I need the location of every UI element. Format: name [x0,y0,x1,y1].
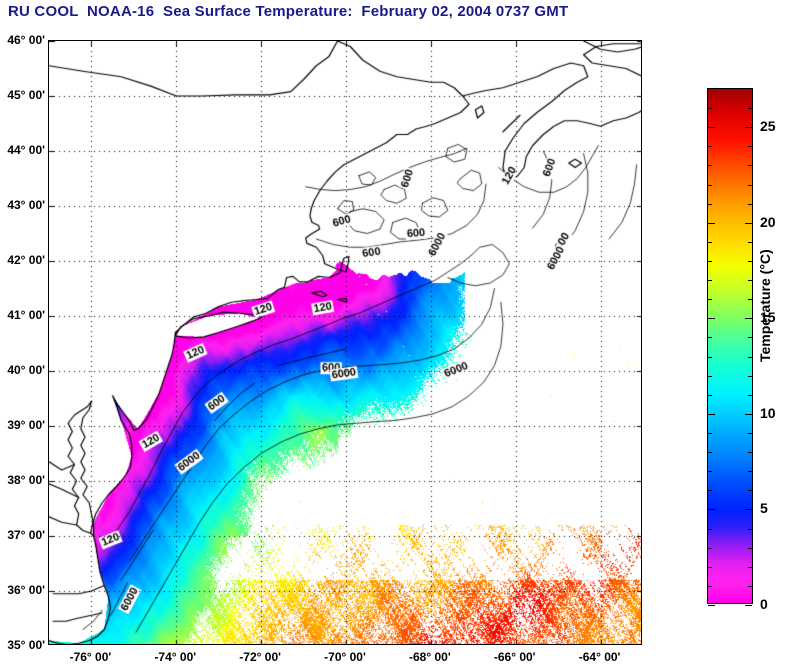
colorbar-minor-tick [748,280,752,282]
sst-map-plot[interactable] [48,40,642,645]
colorbar-minor-tick [708,203,712,205]
colorbar-minor-tick [748,566,752,568]
latitude-tick-label: 40° 00' [7,363,45,377]
colorbar-minor-tick [748,433,752,434]
colorbar-tick-label: 20 [760,213,776,230]
colorbar-tick [745,605,752,606]
longitude-tick-label: -72° 00' [239,650,281,664]
colorbar-minor-tick [748,547,752,549]
latitude-tick-label: 43° 00' [7,198,45,212]
colorbar-tick [708,605,715,606]
colorbar-minor-tick [748,452,752,454]
colorbar-minor-tick [708,184,712,186]
colorbar-minor-tick [708,490,712,492]
colorbar-tick [708,413,715,415]
latitude-tick-label: 46° 00' [7,33,45,47]
colorbar-tick [708,318,715,320]
colorbar-tick [708,222,715,224]
colorbar-minor-tick [708,566,712,568]
colorbar-minor-tick [708,241,712,243]
latitude-tick-label: 36° 00' [7,583,45,597]
colorbar-tick-label: 0 [760,596,768,612]
colorbar-minor-tick [708,165,712,167]
colorbar-minor-tick [708,528,712,530]
colorbar-tick [745,318,752,320]
latitude-tick-label: 45° 00' [7,88,45,102]
latitude-tick-label: 44° 00' [7,143,45,157]
colorbar-tick-label: 15 [760,309,776,326]
colorbar-minor-tick [708,375,712,377]
colorbar-minor-tick [708,261,712,262]
longitude-tick-label: -70° 00' [324,650,366,664]
graticule-grid-layer [49,41,641,644]
latitude-tick-label: 35° 00' [7,638,45,652]
colorbar-minor-tick [708,356,712,358]
colorbar-minor-tick [708,452,712,454]
colorbar-minor-tick [708,433,712,434]
colorbar-tick [745,509,752,511]
longitude-tick-label: -66° 00' [493,650,536,664]
colorbar-minor-tick [748,471,752,473]
colorbar-minor-tick [748,108,752,110]
colorbar-minor-tick [708,146,712,148]
longitude-tick-label: -76° 00' [69,650,112,664]
colorbar-minor-tick [748,299,752,301]
colorbar-minor-tick [708,280,712,282]
colorbar-minor-tick [748,203,752,205]
colorbar-minor-tick [748,165,752,167]
colorbar-minor-tick [708,585,712,587]
colorbar-minor-tick [708,394,712,396]
colorbar-tick [708,509,715,511]
latitude-tick-label: 42° 00' [7,253,45,267]
colorbar-minor-tick [708,337,712,339]
longitude-tick-label: -68° 00' [409,650,451,664]
latitude-axis: 46° 00' 45° 00' 44° 00' 43° 00' 42° 00' 41° 0… [0,33,45,652]
colorbar-minor-tick [748,146,752,148]
colorbar-tick-label: 25 [760,118,776,135]
colorbar-minor-tick [708,547,712,549]
page-title: RU COOL NOAA-16 Sea Surface Temperature:… [8,3,569,20]
colorbar-title: Temperature (°C) [757,249,773,362]
colorbar-tick [745,222,752,224]
latitude-tick-label: 38° 00' [7,473,45,487]
longitude-tick-label: -64° 00' [578,650,621,664]
longitude-tick-label: -74° 00' [154,650,197,664]
colorbar-minor-tick [748,528,752,530]
colorbar-tick [745,413,752,415]
colorbar-tick [745,127,752,129]
colorbar-minor-tick [748,356,752,358]
colorbar-minor-tick [748,394,752,396]
colorbar-minor-tick [748,184,752,186]
colorbar-minor-tick [708,108,712,110]
latitude-tick-label: 39° 00' [7,418,45,432]
colorbar-tick-label: 10 [760,404,776,421]
colorbar-minor-tick [708,299,712,301]
colorbar-minor-tick [708,471,712,473]
latitude-tick-label: 37° 00' [7,528,45,542]
colorbar-tick [708,127,715,129]
colorbar-minor-tick [748,375,752,377]
colorbar-minor-tick [748,241,752,243]
temperature-colorbar [707,88,753,606]
map-canvas-wrap [49,41,641,644]
latitude-tick-label: 41° 00' [7,308,45,322]
colorbar-tick-label: 5 [760,500,768,517]
colorbar-minor-tick [748,490,752,492]
colorbar-minor-tick [748,585,752,587]
longitude-axis: -76° 00' -74° 00' -72° 00' -70° 00' -68° 00'… [48,650,642,670]
colorbar-minor-tick [748,337,752,339]
colorbar-minor-tick [748,261,752,262]
